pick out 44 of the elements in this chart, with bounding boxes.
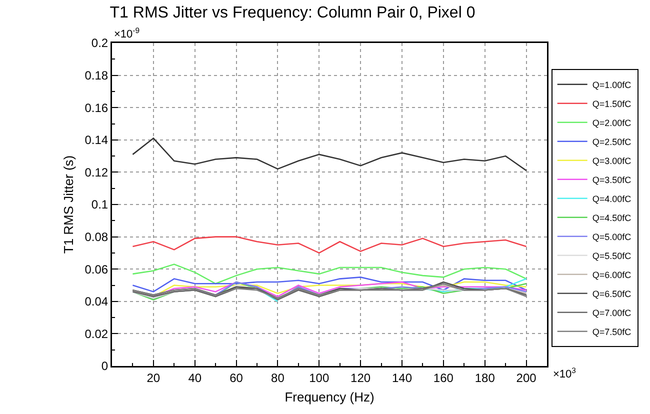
x-tick-label: 120 <box>350 370 371 385</box>
legend-label: Q=5.50fC <box>592 250 632 261</box>
legend-label: Q=1.00fC <box>592 80 632 90</box>
x-axis-title: Frequency (Hz) <box>284 389 374 404</box>
x-tick-label: 140 <box>392 370 412 385</box>
line-series <box>132 276 527 292</box>
y-tick-label: 0.2 <box>91 36 108 50</box>
y-tick-label: 0.18 <box>84 68 108 82</box>
x-tick-label: 60 <box>230 370 244 385</box>
legend-label: Q=3.50fC <box>592 174 632 185</box>
legend-label: Q=6.00fC <box>592 270 632 280</box>
legend-label: Q=2.50fC <box>592 136 632 147</box>
legend-label: Q=7.00fC <box>592 308 632 318</box>
y-tick-label: 0.04 <box>84 294 108 309</box>
legend-label: Q=5.00fC <box>592 232 632 242</box>
y-tick-label: 0.1 <box>91 198 108 212</box>
x-tick-label: 80 <box>271 370 285 385</box>
text: ×10$^{3}$ <box>553 366 576 381</box>
x-tick-label: 200 <box>516 370 537 385</box>
legend-label: Q=6.50fC <box>592 288 632 299</box>
y-tick-label: 0.12 <box>84 165 108 180</box>
chart-title: T1 RMS Jitter vs Frequency: Column Pair 0, Pixel 0 <box>110 4 476 22</box>
x-tick-label: 20 <box>146 370 160 385</box>
y-tick-label: 0.16 <box>84 100 108 115</box>
x-tick-label: 180 <box>474 370 496 385</box>
legend-label: Q=4.00fC <box>592 194 632 204</box>
legend-label: Q=2.00fC <box>592 118 632 128</box>
x-tick-label: 40 <box>188 370 202 385</box>
legend-label: Q=4.50fC <box>592 212 632 223</box>
y-tick-label: 0.14 <box>84 133 108 148</box>
text: ×10$^{-9}$ <box>114 26 140 41</box>
legend-label: Q=7.50fC <box>592 326 632 337</box>
x-tick-label: 100 <box>309 370 330 385</box>
x-tick-label: 160 <box>433 370 454 385</box>
y-tick-label: 0.08 <box>84 230 108 244</box>
y-tick-label: 0.06 <box>84 262 108 276</box>
line-series <box>132 236 527 254</box>
legend-label: Q=3.00fC <box>592 156 632 166</box>
line-series <box>132 264 527 284</box>
y-tick-label: 0.02 <box>84 326 108 341</box>
legend-label: Q=1.50fC <box>592 98 632 109</box>
y-tick-label: 0 <box>101 359 108 374</box>
y-axis-title: T1 RMS Jitter (s) <box>60 155 76 254</box>
line-series <box>132 138 527 172</box>
